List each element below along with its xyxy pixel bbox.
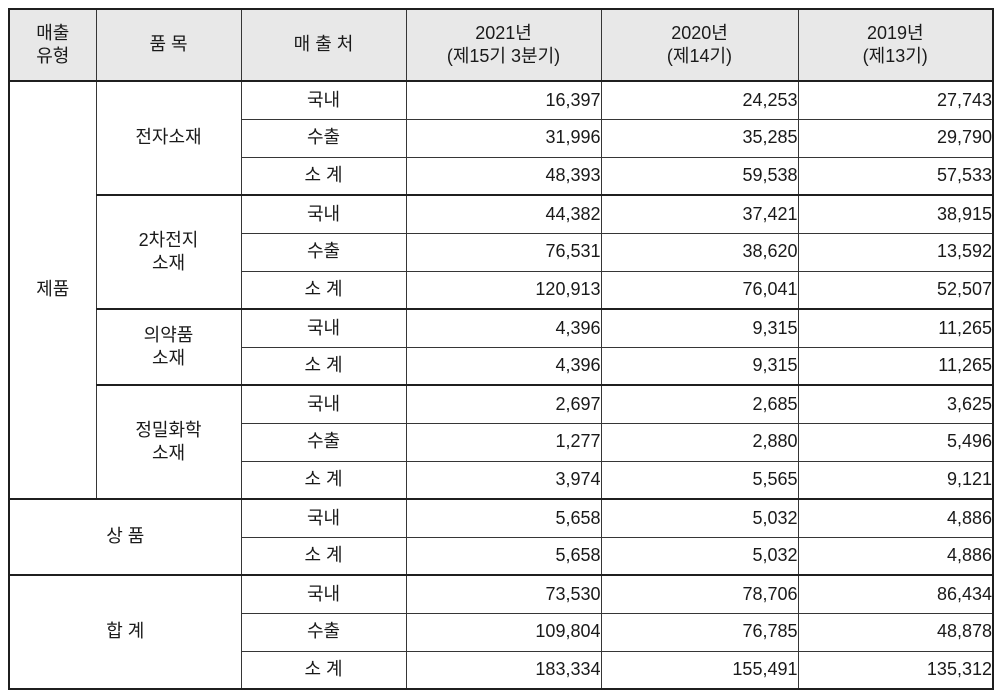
header-cell-sales-type: 매출 유형 [8,8,97,82]
cell-value-2021: 1,277 [405,422,602,462]
cell-channel: 국내 [240,308,407,348]
cell-channel: 국내 [240,498,407,538]
cell-value-2019: 52,507 [797,270,994,310]
cell-channel: 소 계 [240,536,407,576]
cell-value-2020: 76,041 [600,270,799,310]
cell-value-2020: 38,620 [600,232,799,272]
cell-value-2021: 76,531 [405,232,602,272]
cell-value-2021: 48,393 [405,156,602,196]
cell-value-2021: 5,658 [405,498,602,538]
cell-channel: 국내 [240,80,407,120]
cell-channel: 소 계 [240,270,407,310]
cell-value-2020: 24,253 [600,80,799,120]
cell-channel: 수출 [240,612,407,652]
cell-channel: 수출 [240,232,407,272]
table-row: 제품 전자소재 국내 16,397 24,253 27,743 [8,80,994,500]
cell-value-2019: 86,434 [797,574,994,614]
cell-channel: 수출 [240,118,407,158]
header-cell-channel: 매 출 처 [240,8,407,82]
cell-value-2019: 4,886 [797,498,994,538]
cell-value-2020: 155,491 [600,650,799,690]
header-cell-2021: 2021년 (제15기 3분기) [405,8,602,82]
cell-sales-type-product: 제품 [8,80,97,500]
cell-item-secondary-battery-materials: 2차전지 소재 [95,194,242,310]
table-row: 소 계 5,658 5,032 4,886 [9,536,994,576]
cell-value-2020: 5,032 [600,536,799,576]
cell-value-2021: 3,974 [405,460,602,500]
cell-value-2021: 5,658 [405,536,602,576]
cell-value-2019: 11,265 [797,308,994,348]
header-cell-2019: 2019년 (제13기) [797,8,994,82]
cell-item-electronic-materials: 전자소재 [95,80,242,196]
table-row: 소 계 4,396 9,315 11,265 [9,346,994,386]
cell-value-2021: 73,530 [405,574,602,614]
cell-sales-type-total: 합 계 [8,574,242,690]
cell-value-2019: 135,312 [797,650,994,690]
cell-value-2021: 16,397 [405,80,602,120]
cell-value-2021: 183,334 [405,650,602,690]
cell-value-2020: 5,565 [600,460,799,500]
cell-value-2019: 9,121 [797,460,994,500]
cell-value-2019: 13,592 [797,232,994,272]
cell-sales-type-goods: 상 품 [8,498,242,576]
cell-value-2021: 4,396 [405,346,602,386]
cell-value-2021: 120,913 [405,270,602,310]
cell-value-2020: 2,685 [600,384,799,424]
cell-value-2020: 2,880 [600,422,799,462]
cell-item-pharmaceutical-materials: 의약품 소재 [95,308,242,386]
cell-value-2020: 59,538 [600,156,799,196]
cell-channel: 국내 [240,194,407,234]
cell-value-2021: 44,382 [405,194,602,234]
cell-value-2020: 76,785 [600,612,799,652]
cell-channel: 소 계 [240,460,407,500]
table-row: 소 계 48,393 59,538 57,533 [9,156,994,196]
table-row: 정밀화학 소재 국내 2,697 2,685 3,625 [9,384,994,500]
cell-value-2019: 57,533 [797,156,994,196]
cell-value-2019: 48,878 [797,612,994,652]
table-row: 상 품 국내 5,658 5,032 4,886 [8,498,994,576]
cell-value-2020: 37,421 [600,194,799,234]
cell-value-2021: 31,996 [405,118,602,158]
cell-value-2019: 11,265 [797,346,994,386]
cell-value-2019: 29,790 [797,118,994,158]
cell-channel: 수출 [240,422,407,462]
header-cell-item: 품 목 [95,8,242,82]
table-row: 소 계 3,974 5,565 9,121 [9,460,994,500]
table-row: 합 계 국내 73,530 78,706 86,434 [8,574,994,690]
header-row: 매출 유형 품 목 매 출 처 2021년 (제15기 3분기) 2020년 (… [8,8,994,82]
cell-value-2021: 109,804 [405,612,602,652]
cell-value-2021: 4,396 [405,308,602,348]
cell-channel: 국내 [240,574,407,614]
sales-breakdown-table: 매출 유형 품 목 매 출 처 2021년 (제15기 3분기) 2020년 (… [8,8,994,690]
cell-value-2020: 9,315 [600,308,799,348]
cell-value-2019: 5,496 [797,422,994,462]
cell-channel: 소 계 [240,650,407,690]
cell-value-2020: 35,285 [600,118,799,158]
table-row: 소 계 183,334 155,491 135,312 [9,650,994,690]
table-row: 수출 31,996 35,285 29,790 [9,118,994,158]
cell-value-2021: 2,697 [405,384,602,424]
cell-value-2019: 3,625 [797,384,994,424]
cell-value-2020: 9,315 [600,346,799,386]
cell-channel: 소 계 [240,346,407,386]
cell-value-2019: 4,886 [797,536,994,576]
table-row: 2차전지 소재 국내 44,382 37,421 38,915 [9,194,994,310]
cell-value-2019: 27,743 [797,80,994,120]
table-row: 의약품 소재 국내 4,396 9,315 11,265 [9,308,994,386]
cell-item-fine-chemical-materials: 정밀화학 소재 [95,384,242,500]
cell-value-2020: 5,032 [600,498,799,538]
header-cell-2020: 2020년 (제14기) [600,8,799,82]
cell-value-2020: 78,706 [600,574,799,614]
cell-channel: 소 계 [240,156,407,196]
cell-channel: 국내 [240,384,407,424]
cell-value-2019: 38,915 [797,194,994,234]
